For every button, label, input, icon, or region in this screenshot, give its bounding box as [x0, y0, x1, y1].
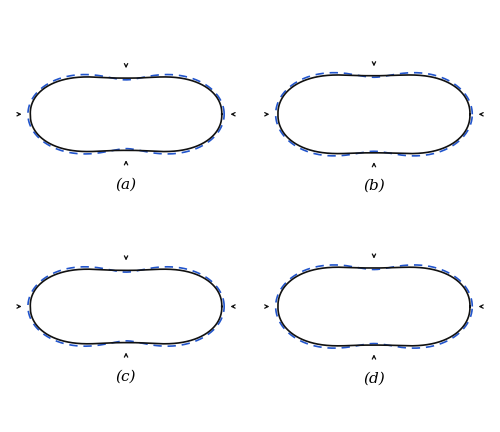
Text: (d): (d) — [363, 372, 385, 385]
Text: (c): (c) — [116, 370, 136, 384]
Text: (a): (a) — [116, 178, 136, 191]
Text: (b): (b) — [363, 179, 385, 193]
